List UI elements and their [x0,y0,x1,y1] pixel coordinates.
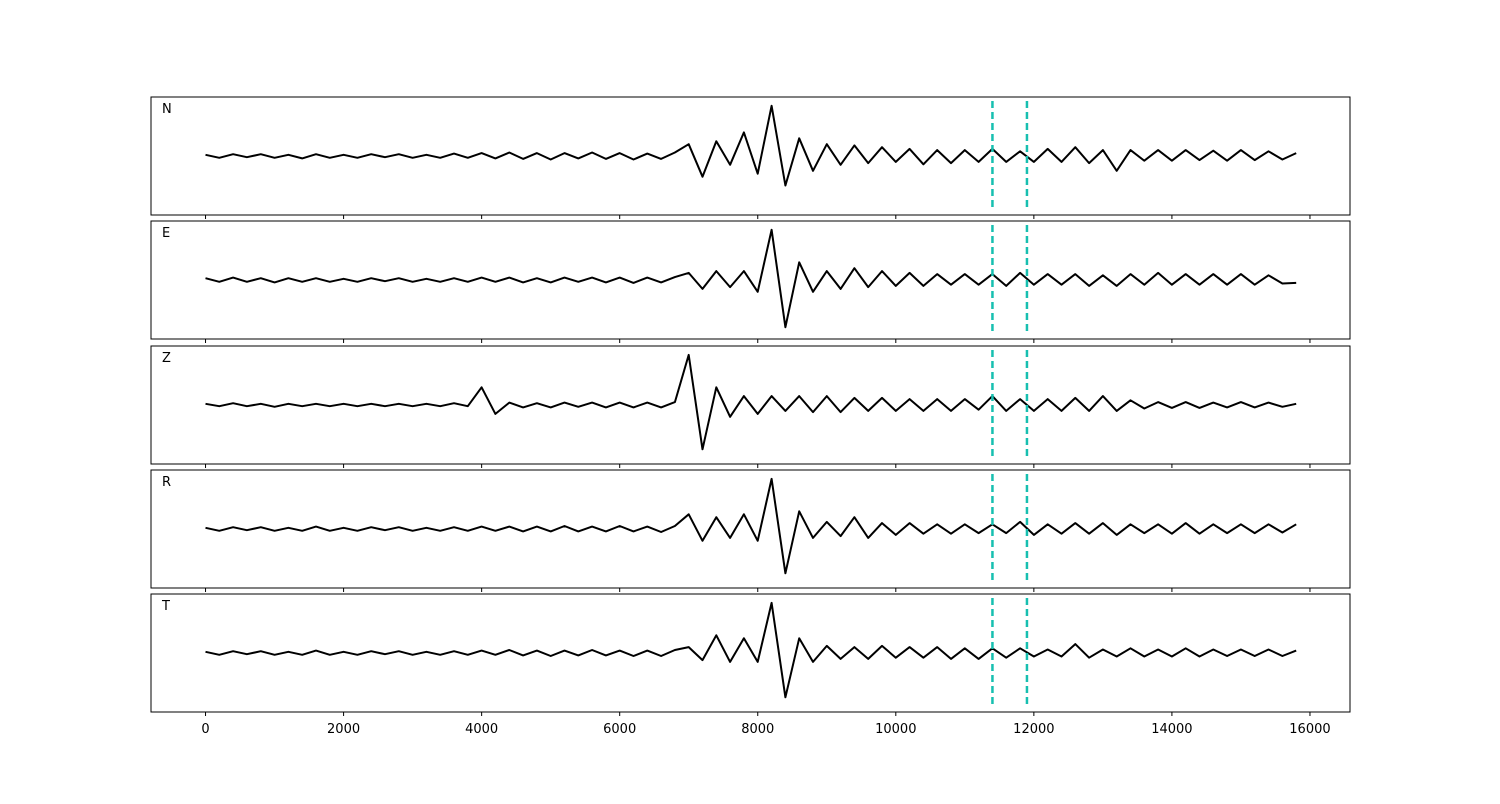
x-tick-label: 14000 [1151,722,1192,737]
panel-label: T [161,599,170,614]
x-tick-label: 0 [201,722,209,737]
x-tick-label: 16000 [1289,722,1330,737]
x-tick-label: 4000 [465,722,498,737]
panel-frame [150,220,1351,340]
waveform [205,104,1297,187]
x-tick-label: 10000 [875,722,916,737]
x-tick-label: 12000 [1013,722,1054,737]
waveform [205,353,1297,451]
panel-label: E [162,226,170,241]
panel-frame [150,96,1351,216]
x-tick-label: 2000 [327,722,360,737]
x-tick-label: 8000 [741,722,774,737]
x-tick-label: 6000 [603,722,636,737]
panel-label: R [162,475,171,490]
waveform [205,601,1297,699]
waveform [205,228,1297,329]
panel-frame [150,345,1351,465]
panel-label: Z [162,351,171,366]
panel-frame [150,593,1351,713]
panel-label: N [162,102,172,117]
panel-frame [150,469,1351,589]
waveform [205,477,1297,575]
